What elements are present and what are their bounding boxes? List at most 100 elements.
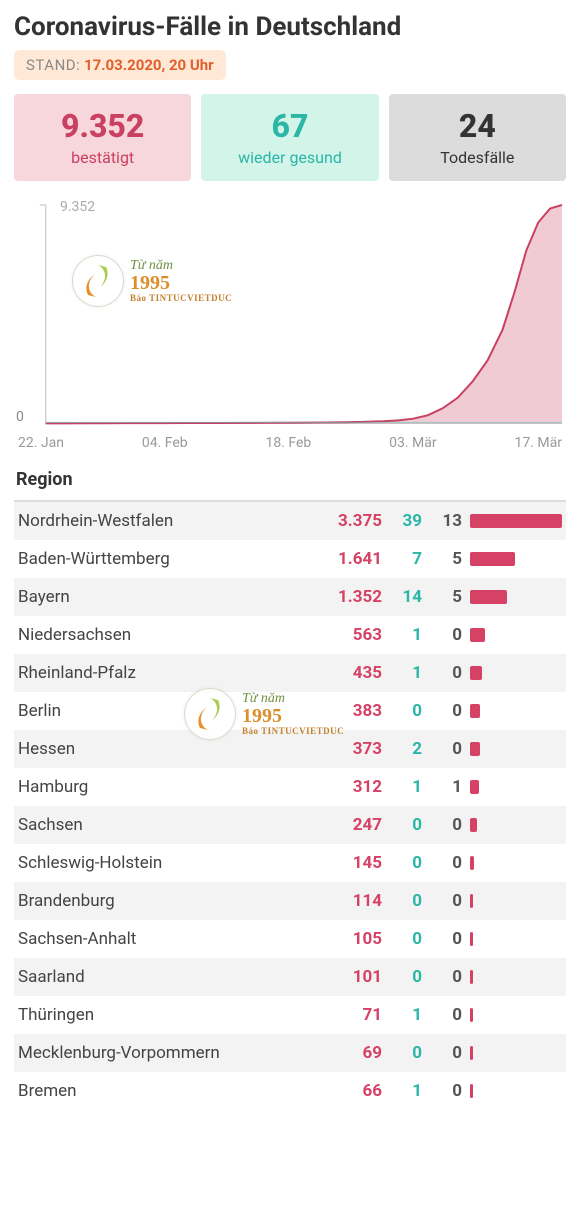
region-confirmed: 114 (318, 891, 382, 911)
region-deaths: 0 (422, 1043, 462, 1063)
region-confirmed: 1.352 (318, 587, 382, 607)
stat-cards: 9.352 bestätigt 67 wieder gesund 24 Tode… (14, 94, 566, 181)
region-healed: 0 (382, 967, 422, 987)
region-healed: 39 (382, 511, 422, 531)
region-bar (470, 590, 507, 604)
region-healed: 1 (382, 1005, 422, 1025)
region-confirmed: 145 (318, 853, 382, 873)
table-row: Nordrhein-Westfalen3.3753913 (14, 502, 566, 540)
chart-yzero-label: 0 (16, 409, 24, 425)
region-healed: 0 (382, 815, 422, 835)
region-bar (470, 666, 482, 680)
region-bar-cell (462, 932, 562, 946)
region-bar (470, 1084, 473, 1098)
region-healed: 1 (382, 663, 422, 683)
region-confirmed: 3.375 (318, 511, 382, 531)
region-bar-cell (462, 514, 562, 528)
region-healed: 1 (382, 625, 422, 645)
stand-value: 17.03.2020, 20 Uhr (84, 56, 214, 74)
region-name: Brandenburg (18, 891, 318, 911)
table-row: Schleswig-Holstein14500 (14, 844, 566, 882)
region-name: Sachsen-Anhalt (18, 929, 318, 949)
table-row: Brandenburg11400 (14, 882, 566, 920)
chart-x-label: 17. Mär (514, 435, 561, 451)
region-bar (470, 1046, 473, 1060)
table-row: Mecklenburg-Vorpommern6900 (14, 1034, 566, 1072)
card-healed-value: 67 (207, 110, 372, 144)
region-bar (470, 742, 480, 756)
region-bar-cell (462, 780, 562, 794)
region-bar-cell (462, 856, 562, 870)
region-bar-cell (462, 1046, 562, 1060)
card-confirmed: 9.352 bestätigt (14, 94, 191, 181)
region-healed: 1 (382, 1081, 422, 1101)
region-confirmed: 435 (318, 663, 382, 683)
region-healed: 2 (382, 739, 422, 759)
table-row: Berlin38300 (14, 692, 566, 730)
chart-ymax-label: 9.352 (60, 199, 95, 215)
region-healed: 7 (382, 549, 422, 569)
region-bar (470, 704, 480, 718)
chart-x-label: 18. Feb (265, 435, 311, 451)
region-name: Rheinland-Pfalz (18, 663, 318, 683)
region-healed: 1 (382, 777, 422, 797)
region-deaths: 0 (422, 929, 462, 949)
region-bar-cell (462, 590, 562, 604)
region-name: Nordrhein-Westfalen (18, 511, 318, 531)
region-healed: 0 (382, 853, 422, 873)
region-deaths: 0 (422, 701, 462, 721)
region-name: Schleswig-Holstein (18, 853, 318, 873)
region-table-header: Region (14, 459, 566, 502)
region-deaths: 0 (422, 853, 462, 873)
region-name: Hamburg (18, 777, 318, 797)
region-confirmed: 563 (318, 625, 382, 645)
table-row: Sachsen24700 (14, 806, 566, 844)
region-bar (470, 1008, 473, 1022)
region-deaths: 5 (422, 587, 462, 607)
region-confirmed: 71 (318, 1005, 382, 1025)
region-bar-cell (462, 628, 562, 642)
region-deaths: 0 (422, 625, 462, 645)
chart-x-label: 22. Jan (18, 435, 64, 451)
table-row: Rheinland-Pfalz43510 (14, 654, 566, 692)
region-deaths: 0 (422, 1005, 462, 1025)
region-confirmed: 105 (318, 929, 382, 949)
region-deaths: 0 (422, 967, 462, 987)
region-confirmed: 247 (318, 815, 382, 835)
region-deaths: 1 (422, 777, 462, 797)
region-bar (470, 970, 473, 984)
region-name: Sachsen (18, 815, 318, 835)
region-deaths: 0 (422, 891, 462, 911)
region-deaths: 5 (422, 549, 462, 569)
region-bar-cell (462, 1084, 562, 1098)
table-row: Saarland10100 (14, 958, 566, 996)
region-deaths: 13 (422, 511, 462, 531)
region-deaths: 0 (422, 663, 462, 683)
region-name: Niedersachsen (18, 625, 318, 645)
region-healed: 0 (382, 929, 422, 949)
card-deaths: 24 Todesfälle (389, 94, 566, 181)
table-row: Thüringen7110 (14, 996, 566, 1034)
region-healed: 0 (382, 701, 422, 721)
region-healed: 14 (382, 587, 422, 607)
region-confirmed: 101 (318, 967, 382, 987)
region-bar-cell (462, 970, 562, 984)
region-name: Bayern (18, 587, 318, 607)
region-bar-cell (462, 1008, 562, 1022)
stand-pill: STAND: 17.03.2020, 20 Uhr (14, 50, 226, 80)
region-bar-cell (462, 704, 562, 718)
stand-label: STAND: (26, 56, 80, 74)
card-healed: 67 wieder gesund (201, 94, 378, 181)
table-row: Sachsen-Anhalt10500 (14, 920, 566, 958)
region-deaths: 0 (422, 815, 462, 835)
region-bar-cell (462, 818, 562, 832)
region-bar (470, 856, 474, 870)
card-deaths-value: 24 (395, 110, 560, 144)
region-bar-cell (462, 742, 562, 756)
region-bar (470, 818, 477, 832)
region-confirmed: 312 (318, 777, 382, 797)
chart-svg (14, 199, 566, 433)
region-bar (470, 552, 515, 566)
card-healed-label: wieder gesund (207, 148, 372, 167)
chart-x-label: 04. Feb (142, 435, 188, 451)
